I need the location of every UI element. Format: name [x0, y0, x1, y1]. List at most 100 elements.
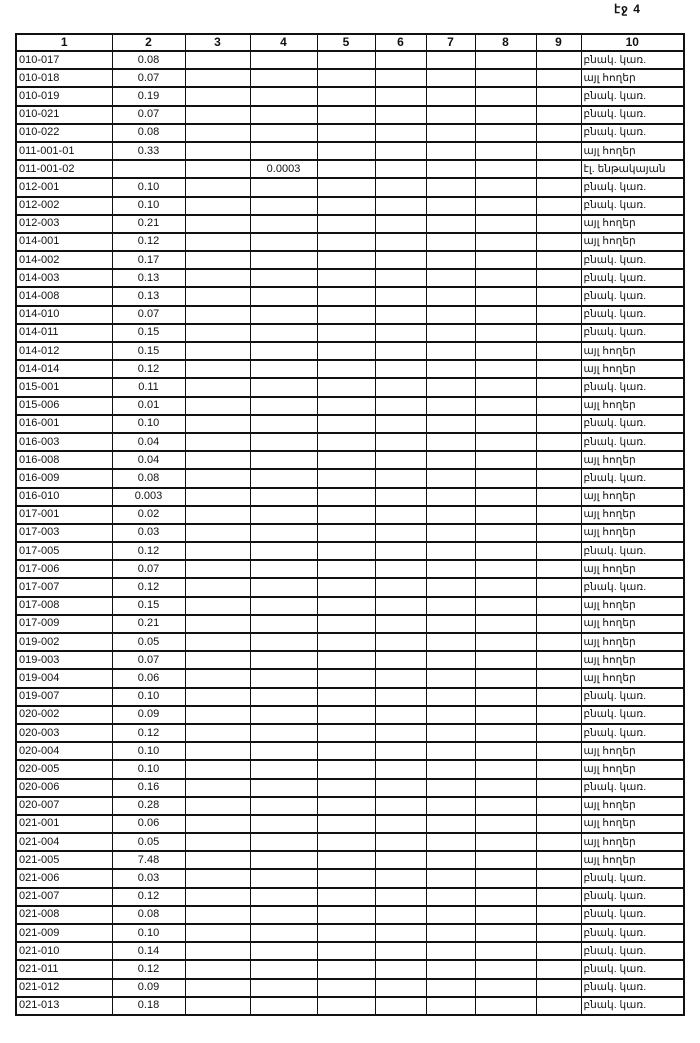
- area-col4-cell: [249, 305, 318, 325]
- land-use-cell: բնակ. կառ.: [580, 577, 685, 598]
- area-cell: 0.15: [111, 323, 186, 344]
- area-col4-cell: [249, 941, 318, 962]
- empty-cell: [316, 796, 376, 816]
- empty-cell: [535, 941, 582, 962]
- area-cell: 0.05: [111, 632, 186, 653]
- area-cell: 0.10: [111, 177, 186, 198]
- empty-cell: [184, 978, 251, 998]
- empty-cell: [184, 105, 251, 125]
- empty-cell: [316, 523, 376, 544]
- land-use-cell: բնակ. կառ.: [580, 868, 685, 889]
- empty-cell: [184, 832, 251, 853]
- area-col4-cell: [249, 887, 318, 907]
- area-cell: 0.19: [111, 86, 186, 107]
- empty-cell: [374, 577, 427, 598]
- table-row: 021-001 0.06 այլ հողեր: [15, 814, 685, 835]
- parcel-code-cell: 014-002: [15, 250, 113, 271]
- empty-cell: [425, 123, 476, 143]
- area-cell: 0.21: [111, 214, 186, 234]
- empty-cell: [184, 559, 251, 580]
- table-row: 021-007 0.12 բնակ. կառ.: [15, 887, 685, 907]
- land-use-cell: բնակ. կառ.: [580, 305, 685, 325]
- empty-cell: [425, 777, 476, 798]
- land-use-cell: բնակ. կառ.: [580, 996, 685, 1016]
- empty-cell: [535, 596, 582, 616]
- empty-cell: [316, 286, 376, 307]
- empty-cell: [374, 759, 427, 780]
- empty-cell: [535, 868, 582, 889]
- area-col4-cell: [249, 905, 318, 926]
- area-col4-cell: [249, 195, 318, 216]
- land-use-cell: բնակ. կառ.: [580, 86, 685, 107]
- empty-cell: [374, 941, 427, 962]
- area-col4-cell: [249, 468, 318, 489]
- empty-cell: [425, 396, 476, 416]
- table-row: 010-022 0.08 բնակ. կառ.: [15, 123, 685, 143]
- empty-cell: [316, 741, 376, 762]
- empty-cell: [474, 796, 537, 816]
- table-row: 010-018 0.07 այլ հողեր: [15, 68, 685, 89]
- empty-cell: [184, 123, 251, 143]
- empty-cell: [535, 268, 582, 289]
- empty-cell: [535, 650, 582, 671]
- empty-cell: [184, 905, 251, 926]
- empty-cell: [316, 850, 376, 871]
- table-row: 011-001-02 0.0003 էլ. ենթակայան: [15, 159, 685, 180]
- area-col4-cell: [249, 396, 318, 416]
- empty-cell: [474, 323, 537, 344]
- empty-cell: [374, 996, 427, 1016]
- empty-cell: [535, 432, 582, 453]
- empty-cell: [425, 614, 476, 635]
- empty-cell: [184, 541, 251, 562]
- empty-cell: [535, 759, 582, 780]
- area-col4-cell: [249, 705, 318, 725]
- empty-cell: [535, 905, 582, 926]
- area-cell: 0.07: [111, 68, 186, 89]
- area-cell: 0.10: [111, 741, 186, 762]
- empty-cell: [425, 668, 476, 689]
- empty-cell: [316, 323, 376, 344]
- empty-cell: [184, 432, 251, 453]
- empty-cell: [184, 887, 251, 907]
- empty-cell: [474, 996, 537, 1016]
- area-cell: 0.06: [111, 814, 186, 835]
- empty-cell: [184, 341, 251, 362]
- parcel-code-cell: 010-022: [15, 123, 113, 143]
- empty-cell: [316, 305, 376, 325]
- table-row: 017-007 0.12 բնակ. կառ.: [15, 577, 685, 598]
- empty-cell: [474, 50, 537, 71]
- land-use-cell: այլ հողեր: [580, 632, 685, 653]
- empty-cell: [535, 996, 582, 1016]
- parcel-code-cell: 011-001-01: [15, 141, 113, 162]
- table-row: 017-009 0.21 այլ հողեր: [15, 614, 685, 635]
- table-row: 017-001 0.02 այլ հողեր: [15, 505, 685, 525]
- area-cell: 0.10: [111, 923, 186, 944]
- area-cell: 0.18: [111, 996, 186, 1016]
- table-row: 012-001 0.10 բնակ. կառ.: [15, 177, 685, 198]
- empty-cell: [374, 195, 427, 216]
- land-use-cell: բնակ. կառ.: [580, 414, 685, 434]
- area-col4-cell: [249, 359, 318, 380]
- empty-cell: [374, 177, 427, 198]
- table-row: 010-019 0.19 բնակ. կառ.: [15, 86, 685, 107]
- table-row: 010-021 0.07 բնակ. կառ.: [15, 105, 685, 125]
- area-cell: 0.07: [111, 105, 186, 125]
- empty-cell: [316, 723, 376, 744]
- empty-cell: [316, 141, 376, 162]
- empty-cell: [316, 377, 376, 398]
- table-row: 021-010 0.14 բնակ. կառ.: [15, 941, 685, 962]
- empty-cell: [374, 250, 427, 271]
- table-row: 020-007 0.28 այլ հողեր: [15, 796, 685, 816]
- table-row: 020-003 0.12 բնակ. կառ.: [15, 723, 685, 744]
- parcel-code-cell: 012-003: [15, 214, 113, 234]
- empty-cell: [374, 905, 427, 926]
- land-use-cell: էլ. ենթակայան: [580, 159, 685, 180]
- area-col4-cell: [249, 996, 318, 1016]
- empty-cell: [474, 596, 537, 616]
- land-use-cell: բնակ. կառ.: [580, 687, 685, 707]
- column-header-4: 4: [249, 33, 318, 52]
- parcel-code-cell: 014-014: [15, 359, 113, 380]
- empty-cell: [374, 377, 427, 398]
- parcel-code-cell: 020-003: [15, 723, 113, 744]
- area-cell: 0.03: [111, 868, 186, 889]
